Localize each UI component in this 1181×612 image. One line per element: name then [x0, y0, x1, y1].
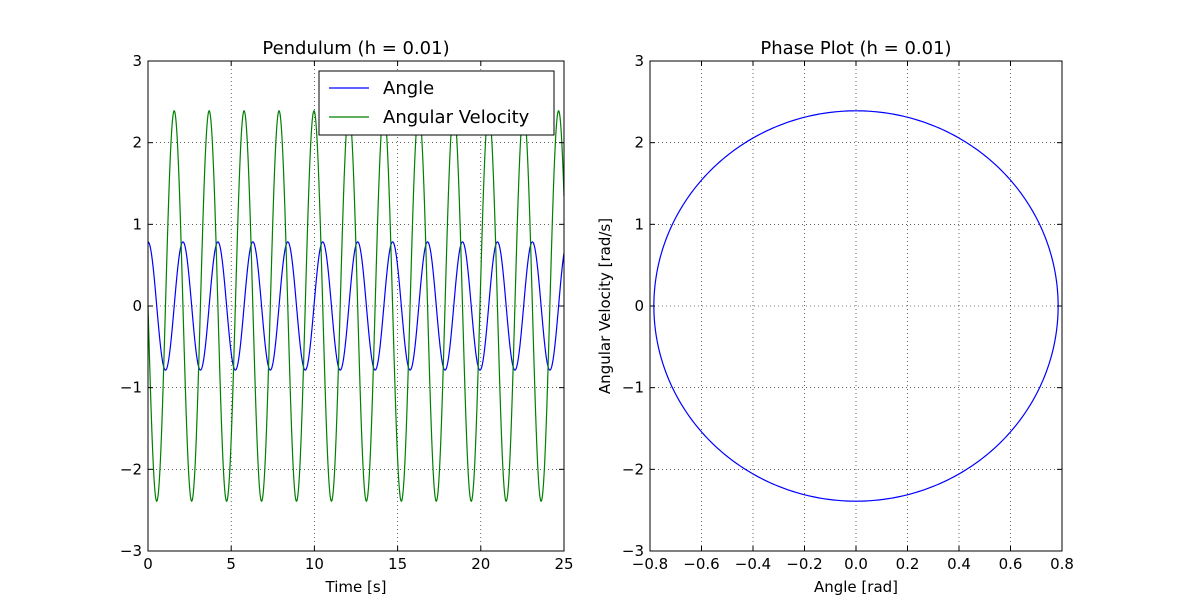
x-tick-label: −0.4	[735, 555, 771, 573]
ticks: 0 5 10 15 20 25 −3 −2 −1 0 1 2 3	[120, 52, 574, 573]
x-tick-label: −0.2	[786, 555, 822, 573]
x-tick-label: 10	[305, 555, 324, 573]
y-tick-label: −1	[622, 379, 644, 397]
x-tick-label: 0.2	[896, 555, 920, 573]
y-axis-label: Angular Velocity [rad/s]	[596, 218, 614, 394]
series-group	[147, 109, 565, 503]
series-line-angular-velocity	[147, 109, 565, 503]
x-tick-label: 20	[471, 555, 490, 573]
legend-box	[318, 70, 555, 136]
x-tick-label: 15	[388, 555, 407, 573]
y-tick-label: 2	[132, 134, 142, 152]
y-tick-label: 3	[634, 52, 644, 70]
x-axis-label: Time [s]	[325, 578, 387, 596]
x-tick-label: 0	[143, 555, 153, 573]
y-tick-label: −1	[120, 379, 142, 397]
x-tick-label: 0.0	[844, 555, 868, 573]
x-axis-label: Angle [rad]	[814, 578, 898, 596]
y-tick-label: 3	[132, 52, 142, 70]
y-tick-label: 0	[132, 297, 142, 315]
x-tick-label: 0.6	[999, 555, 1023, 573]
legend-label-angle: Angle	[383, 78, 434, 99]
y-tick-label: 2	[634, 134, 644, 152]
chart-title: Phase Plot (h = 0.01)	[760, 38, 951, 59]
x-tick-label: 0.8	[1050, 555, 1074, 573]
x-tick-label: 5	[226, 555, 236, 573]
y-tick-label: −3	[120, 542, 142, 560]
legend-label-angular-velocity: Angular Velocity	[383, 107, 530, 128]
y-tick-label: 1	[132, 215, 142, 233]
x-tick-label: 0.4	[947, 555, 971, 573]
y-tick-label: 1	[634, 215, 644, 233]
y-tick-label: −2	[622, 460, 644, 478]
x-tick-label: −0.8	[632, 555, 668, 573]
y-tick-label: −2	[120, 460, 142, 478]
grid	[649, 60, 1063, 552]
pendulum-time-chart: Pendulum (h = 0.01) Time [s] 0 5 10 15 20 25−…	[120, 38, 574, 596]
x-tick-label: −0.6	[683, 555, 719, 573]
chart-title: Pendulum (h = 0.01)	[262, 38, 449, 59]
phase-plot-chart: Phase Plot (h = 0.01) Angle [rad] Angula…	[596, 38, 1074, 596]
y-tick-label: −3	[622, 542, 644, 560]
ticks: −0.8 −0.6 −0.4 −0.2 0.0 0.2 0.4 0.6 0.8 −3 −2 −1 0 1 2…	[622, 52, 1074, 573]
x-tick-label: 25	[554, 555, 573, 573]
legend: Angle Angular Velocity	[318, 70, 555, 136]
y-tick-label: 0	[634, 297, 644, 315]
